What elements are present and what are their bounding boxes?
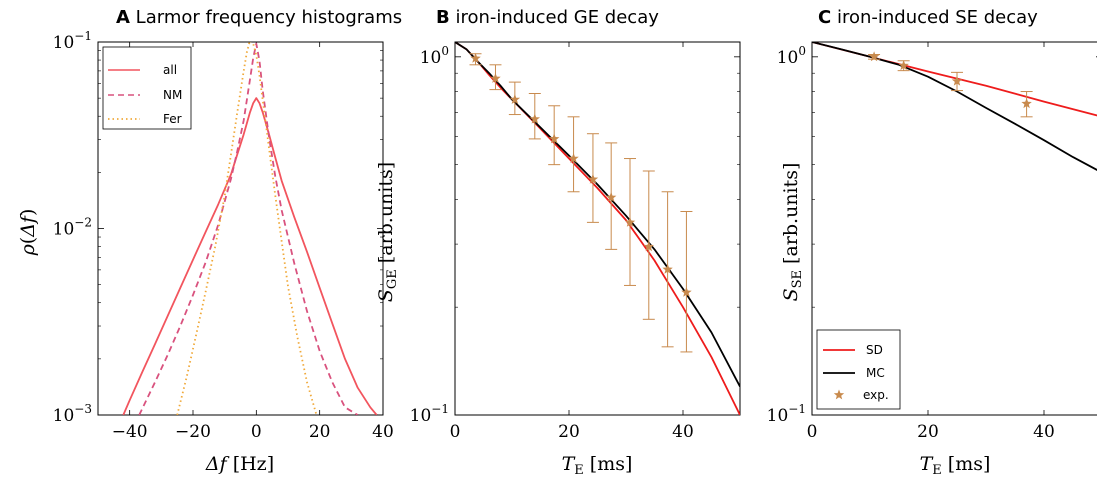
legend-mc-label: MC <box>866 366 885 380</box>
panel-c-letter: C <box>818 7 831 28</box>
panel-b-title-text: iron-induced GE decay <box>455 7 659 28</box>
panel-c-xtick-label: 40 <box>1033 422 1055 442</box>
panel-c-ytick-label: 10−1 <box>767 402 806 426</box>
panel-a-series-nm <box>138 42 359 415</box>
legend-exp-label: exp. <box>863 388 889 402</box>
panel-c-curves <box>812 42 1097 171</box>
panel-a-ylabel: ρ(Δf) <box>17 209 39 257</box>
panel-a-letter: A <box>116 7 130 28</box>
panel-b-exp-point <box>624 216 636 227</box>
panel-b-xlabel: TE [ms] <box>562 453 633 478</box>
panel-b-ticks: 0 20 40 10−1 100 <box>410 42 740 442</box>
panel-b-xtick-label: 40 <box>672 422 694 442</box>
panel-b-xtick-label: 0 <box>450 422 461 442</box>
panel-b-exp-point <box>470 52 481 63</box>
panel-c-xtick-label: 20 <box>917 422 939 442</box>
panel-c-exp-point <box>868 51 880 62</box>
panel-a: A Larmor frequency histograms −40 −20 0 20 4… <box>17 7 402 475</box>
panel-c-exp-point <box>898 60 909 71</box>
panel-b-exp-point <box>587 173 599 184</box>
panel-b-exp-point <box>509 94 521 104</box>
panel-c-legend: SD MC exp. <box>816 329 901 410</box>
panel-a-legend: all NM Fer <box>102 46 192 130</box>
panel-a-xlabel: Δf [Hz] <box>205 453 274 475</box>
panel-a-legend-box <box>102 46 192 130</box>
panel-a-title: A Larmor frequency histograms <box>116 7 402 28</box>
panel-b-title: B iron-induced GE decay <box>436 7 659 28</box>
panel-a-xtick-label: −20 <box>175 422 211 442</box>
panel-c-ticks: 0 20 40 10−1 100 <box>767 42 1097 442</box>
panel-c-exp-point <box>951 75 963 86</box>
panel-b-curves <box>455 42 740 415</box>
panel-b-ytick-label: 10−1 <box>410 402 449 426</box>
panel-a-ytick-label: 10−1 <box>53 29 92 53</box>
panel-c-ytick-label: 100 <box>777 44 806 68</box>
panel-a-ytick-label: 10−3 <box>53 402 92 426</box>
panel-a-xtick-label: 20 <box>309 422 331 442</box>
panel-c-series-mc <box>812 42 1097 171</box>
panel-b-xtick-label: 20 <box>558 422 580 442</box>
panel-b-ytick-label: 100 <box>420 44 449 68</box>
panel-b: B iron-induced GE decay 0 20 40 10−1 100 TE … <box>375 7 741 478</box>
panel-a-series-all <box>122 97 378 415</box>
panel-c-ylabel: SSE [arb.units] <box>780 163 805 302</box>
legend-fer-label: Fer <box>163 112 182 126</box>
panel-b-exp-point <box>605 191 617 202</box>
legend-nm-label: NM <box>163 88 182 102</box>
panel-c-exp-point <box>1021 98 1032 109</box>
panel-a-series-fer <box>176 42 318 415</box>
legend-sd-label: SD <box>866 343 883 357</box>
panel-c: C iron-induced SE decay 0 20 40 10−1 100 TE … <box>767 7 1097 478</box>
panel-a-curves <box>122 42 378 415</box>
panel-a-xtick-label: 0 <box>251 422 262 442</box>
panel-c-xtick-label: 0 <box>807 422 818 442</box>
panel-b-plot-frame <box>454 41 741 416</box>
panel-b-series-mc <box>455 42 740 388</box>
legend-exp-marker <box>833 389 845 400</box>
panel-b-exp-point <box>548 133 560 144</box>
panel-b-ylabel: SGE [arb.units] <box>375 162 400 302</box>
panel-b-letter: B <box>436 7 450 28</box>
panel-c-legend-box <box>816 329 901 410</box>
panel-a-xtick-label: 40 <box>372 422 394 442</box>
panel-b-exp-point <box>529 113 540 124</box>
panel-c-title-text: iron-induced SE decay <box>837 7 1038 28</box>
panel-b-exp-point <box>662 263 673 274</box>
panel-b-exp-point <box>568 153 579 163</box>
panel-a-ticks: −40 −20 0 20 40 10−3 10−2 10−1 <box>53 29 394 442</box>
legend-all-label: all <box>163 63 177 77</box>
panel-c-xlabel: TE [ms] <box>920 453 991 478</box>
panel-c-title: C iron-induced SE decay <box>818 7 1038 28</box>
panel-b-exp-point <box>681 286 692 297</box>
panel-b-exp-point <box>490 73 501 83</box>
panel-a-title-text: Larmor frequency histograms <box>136 7 402 28</box>
panel-b-exp-point <box>643 241 654 252</box>
panel-a-xtick-label: −40 <box>112 422 148 442</box>
panel-c-plot-frame <box>811 41 1097 416</box>
panel-a-ytick-label: 10−2 <box>53 216 92 240</box>
panel-b-series-sd <box>455 42 740 415</box>
